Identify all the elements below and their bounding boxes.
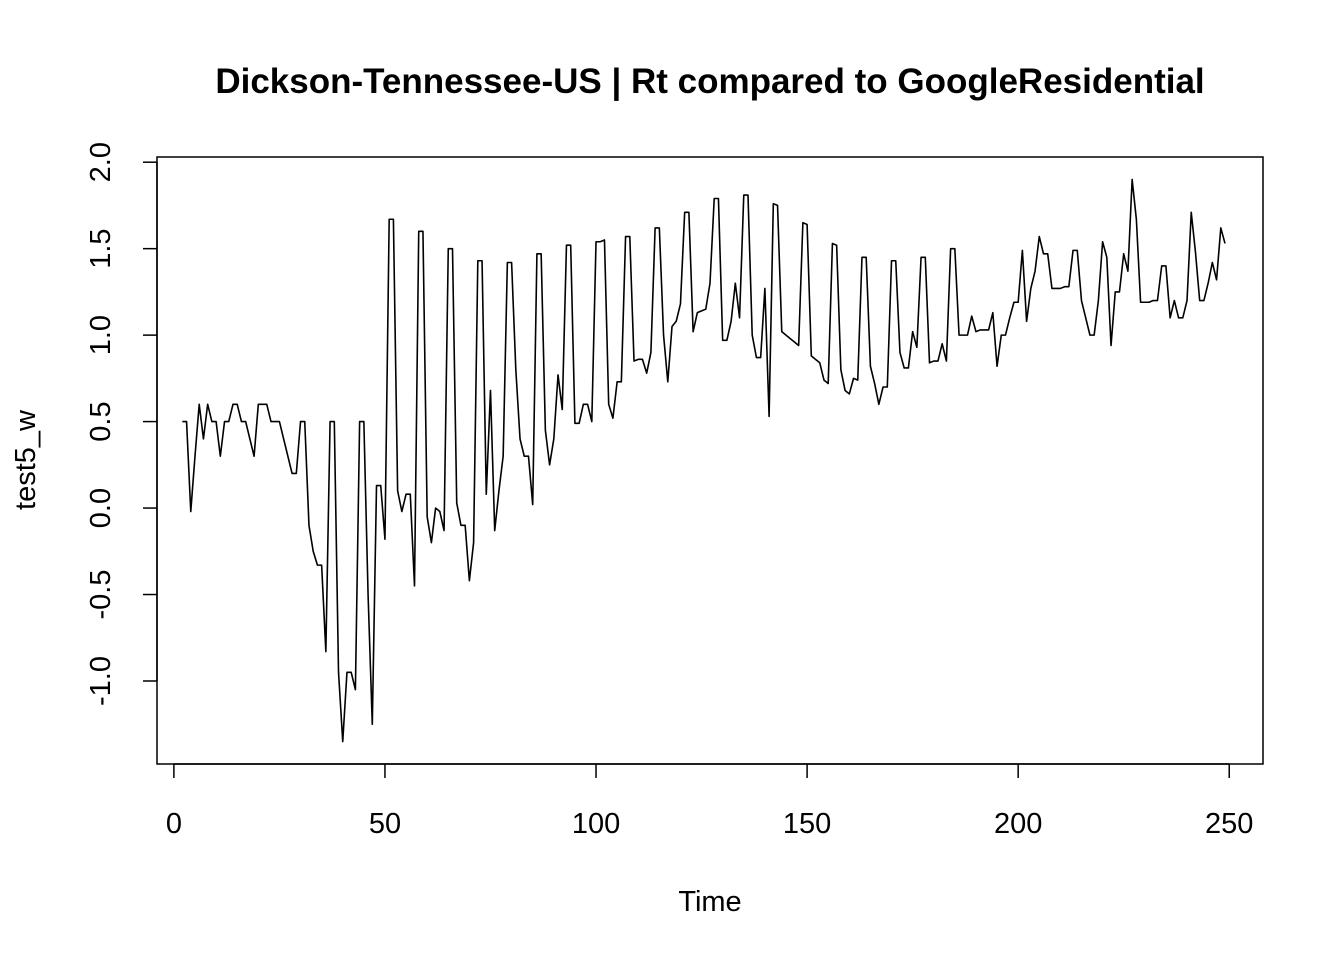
series-line [182, 178, 1226, 743]
x-tick-label: 250 [1205, 808, 1253, 840]
x-tick-label: 200 [994, 808, 1042, 840]
y-tick-label: 1.0 [85, 315, 117, 355]
plot-box [156, 156, 1264, 765]
y-tick-label: -0.5 [85, 570, 117, 620]
x-tick-label: 100 [572, 808, 620, 840]
y-tick-label: -1.0 [85, 656, 117, 706]
y-tick-label: 0.5 [85, 401, 117, 441]
x-axis-label: Time [678, 886, 741, 918]
x-axis: 0 50 100 150 200 250 [166, 763, 1253, 840]
x-tick-label: 150 [783, 808, 831, 840]
y-tick-label: 1.5 [85, 228, 117, 268]
x-tick-label: 50 [369, 808, 401, 840]
y-axis-label: test5_w [10, 409, 42, 510]
y-axis: -1.0 -0.5 0.0 0.5 1.0 1.5 2.0 [85, 142, 158, 706]
x-tick-label: 0 [166, 808, 182, 840]
y-tick-label: 0.0 [85, 488, 117, 528]
chart-title: Dickson-Tennessee-US | Rt compared to Go… [215, 62, 1204, 101]
y-tick-label: 2.0 [85, 142, 117, 182]
